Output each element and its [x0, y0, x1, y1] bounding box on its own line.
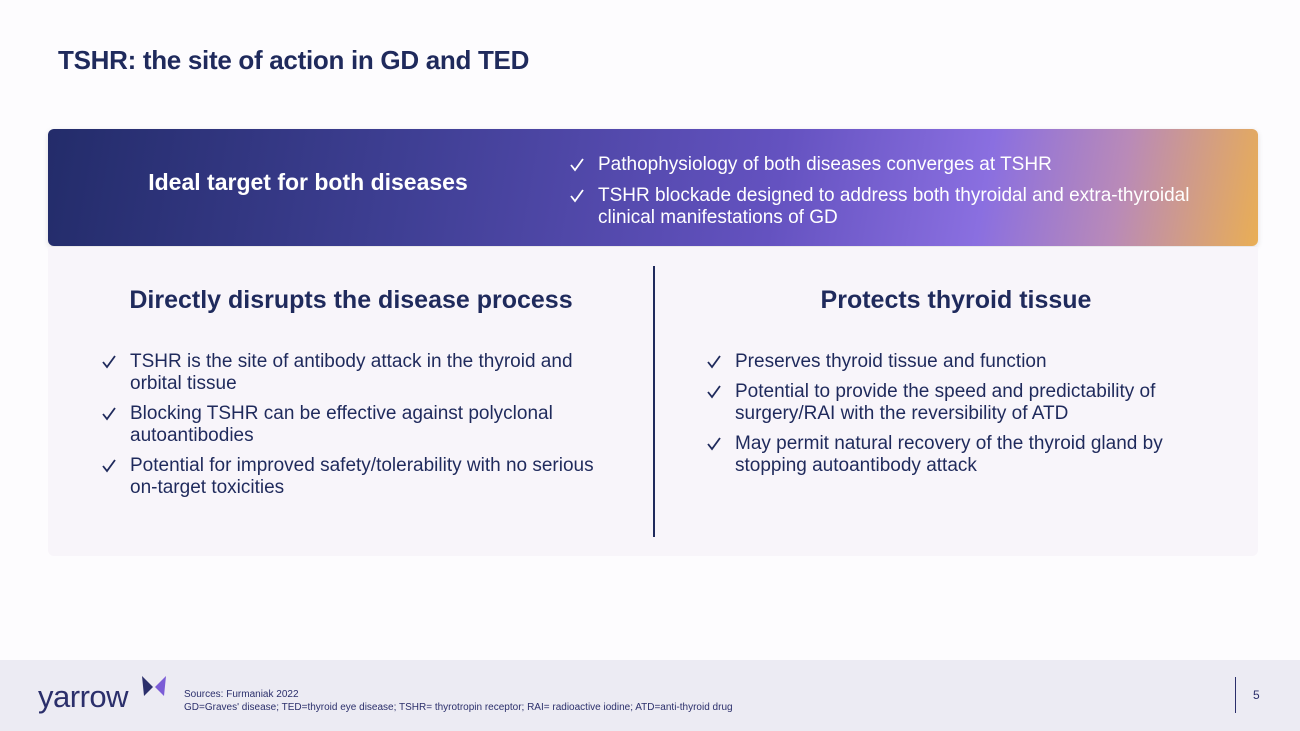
banner: Ideal target for both diseases Pathophys… [48, 129, 1258, 246]
logo-mark [142, 676, 166, 696]
check-icon [570, 189, 584, 203]
bullet-item: TSHR blockade designed to address both t… [570, 185, 1220, 229]
column-divider [653, 266, 655, 537]
check-icon [102, 407, 116, 421]
check-icon [707, 385, 721, 399]
check-icon [570, 158, 584, 172]
check-icon [102, 355, 116, 369]
check-icon [707, 355, 721, 369]
bullet-text: Pathophysiology of both diseases converg… [598, 154, 1052, 175]
bullet-item: Potential for improved safety/tolerabili… [102, 455, 602, 499]
bullet-item: TSHR is the site of antibody attack in t… [102, 351, 602, 395]
left-bullets: TSHR is the site of antibody attack in t… [102, 351, 602, 507]
right-heading: Protects thyroid tissue [820, 286, 1092, 314]
bullet-item: Preserves thyroid tissue and function [707, 351, 1187, 373]
page-number: 5 [1253, 688, 1260, 702]
left-heading: Directly disrupts the disease process [129, 286, 573, 314]
slide-title: TSHR: the site of action in GD and TED [58, 45, 530, 75]
check-icon [707, 437, 721, 451]
banner-bullets: Pathophysiology of both diseases converg… [570, 154, 1220, 238]
banner-heading: Ideal target for both diseases [148, 169, 468, 195]
bullet-text: TSHR blockade designed to address both t… [598, 185, 1190, 228]
sources: Sources: Furmaniak 2022 GD=Graves' disea… [184, 688, 733, 714]
bullet-item: May permit natural recovery of the thyro… [707, 433, 1187, 477]
source-line: GD=Graves' disease; TED=thyroid eye dise… [184, 702, 733, 713]
bullet-text: May permit natural recovery of the thyro… [735, 433, 1163, 476]
bullet-text: Potential for improved safety/tolerabili… [130, 455, 594, 498]
bullet-item: Potential to provide the speed and predi… [707, 381, 1187, 425]
logo-text: yarrow [38, 679, 129, 714]
check-icon [102, 459, 116, 473]
bullet-text: Potential to provide the speed and predi… [735, 381, 1156, 424]
source-line: Sources: Furmaniak 2022 [184, 689, 299, 700]
bullet-item: Pathophysiology of both diseases converg… [570, 154, 1220, 176]
right-bullets: Preserves thyroid tissue and function Pot… [707, 351, 1187, 485]
bullet-text: TSHR is the site of antibody attack in t… [130, 351, 573, 394]
footer: yarrow Sources: Furmaniak 2022 GD=Graves… [0, 660, 1300, 731]
footer-divider [1235, 677, 1236, 713]
bullet-text: Preserves thyroid tissue and function [735, 351, 1047, 372]
bullet-item: Blocking TSHR can be effective against p… [102, 403, 602, 447]
bullet-text: Blocking TSHR can be effective against p… [130, 403, 553, 446]
